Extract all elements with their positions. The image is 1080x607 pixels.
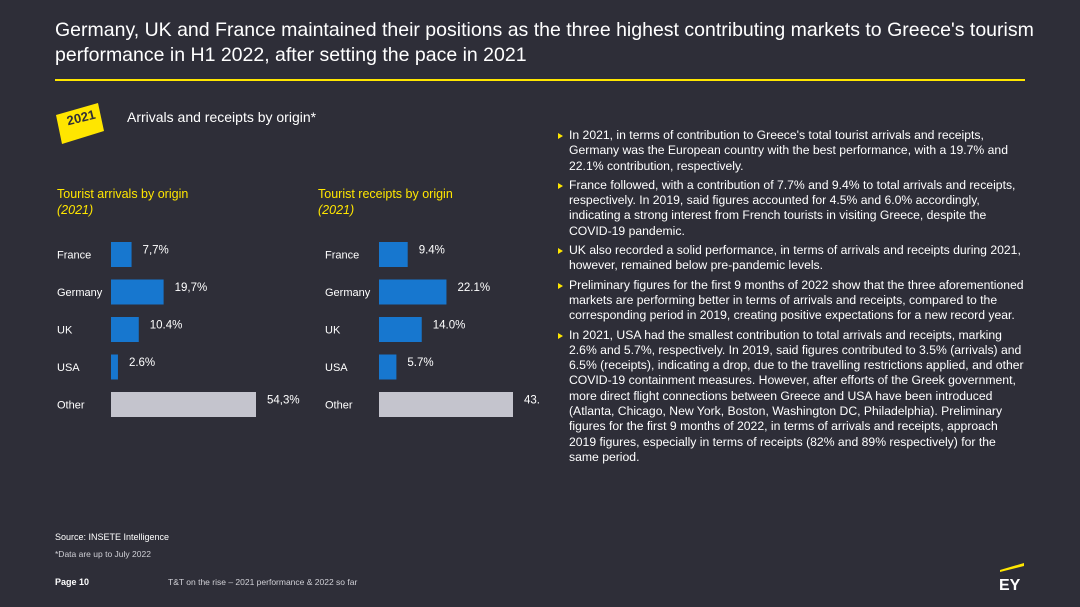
receipts-category-label: Germany bbox=[325, 287, 371, 299]
receipts-value-label: 5.7% bbox=[407, 357, 433, 369]
arrivals-chart-subtitle: (2021) bbox=[57, 203, 94, 217]
bullet-item: In 2021, USA had the smallest contributi… bbox=[558, 328, 1028, 466]
page-number: Page 10 bbox=[55, 577, 90, 587]
arrivals-chart-heading: Tourist arrivals by origin bbox=[57, 187, 189, 201]
arrivals-chart: France 7,7% Germany 19,7% UK 10.4% USA 2.6% Othe… bbox=[57, 242, 300, 417]
receipts-value-label: 14.0% bbox=[433, 320, 466, 332]
bullet-item: Preliminary figures for the first 9 mont… bbox=[558, 278, 1028, 324]
section-title: Arrivals and receipts by origin* bbox=[127, 109, 317, 125]
bullet-arrow-icon bbox=[558, 282, 563, 289]
arrivals-value-label: 54,3% bbox=[267, 395, 300, 407]
receipts-chart-heading: Tourist receipts by origin bbox=[318, 187, 453, 201]
receipts-chart: France 9.4% Germany 22.1% UK 14.0% USA 5.7% Othe… bbox=[325, 242, 540, 417]
page-title: Germany, UK and France maintained their … bbox=[55, 19, 1034, 66]
title-divider bbox=[55, 79, 1025, 81]
bullet-text: In 2021, in terms of contribution to Gre… bbox=[569, 128, 1008, 173]
bar-charts: France 7,7% Germany 19,7% UK 10.4% USA 2.6% Othe… bbox=[57, 242, 540, 417]
arrivals-category-label: Germany bbox=[57, 287, 103, 299]
source-note: Source: INSETE Intelligence bbox=[55, 532, 170, 542]
arrivals-category-label: UK bbox=[57, 325, 73, 337]
receipts-category-label: USA bbox=[325, 362, 348, 374]
arrivals-value-label: 7,7% bbox=[143, 245, 169, 257]
arrivals-category-label: France bbox=[57, 250, 91, 262]
receipts-bar bbox=[379, 279, 447, 305]
bullet-arrow-icon bbox=[558, 332, 563, 339]
receipts-category-label: Other bbox=[325, 400, 353, 412]
logo-text: EY bbox=[999, 577, 1021, 592]
arrivals-bar bbox=[111, 242, 132, 267]
footer-text: T&T on the rise – 2021 performance & 202… bbox=[168, 577, 358, 587]
receipts-bar bbox=[379, 392, 513, 417]
arrivals-bar bbox=[111, 354, 118, 380]
receipts-bar bbox=[379, 317, 422, 342]
receipts-value-label: 22.1% bbox=[457, 282, 490, 294]
receipts-category-label: UK bbox=[325, 325, 341, 337]
ey-logo-icon: EY bbox=[999, 563, 1024, 592]
arrivals-value-label: 10.4% bbox=[150, 320, 183, 332]
receipts-value-label: 9.4% bbox=[419, 245, 445, 257]
receipts-bar bbox=[379, 242, 408, 267]
arrivals-bar bbox=[111, 392, 256, 417]
bullet-text: France followed, with a contribution of … bbox=[569, 177, 1016, 238]
bullet-item: In 2021, in terms of contribution to Gre… bbox=[558, 128, 1028, 174]
receipts-chart-subtitle: (2021) bbox=[318, 203, 355, 217]
bullet-text: UK also recorded a solid performance, in… bbox=[569, 243, 1021, 273]
bullet-arrow-icon bbox=[558, 248, 563, 255]
arrivals-chart-title: Tourist arrivals by origin (2021) bbox=[57, 186, 188, 218]
arrivals-value-label: 19,7% bbox=[175, 282, 208, 294]
footnote: *Data are up to July 2022 bbox=[55, 549, 151, 559]
commentary-bullets: In 2021, in terms of contribution to Gre… bbox=[558, 128, 1028, 469]
year-flag-icon bbox=[56, 103, 104, 144]
receipts-bar bbox=[379, 354, 397, 380]
arrivals-bar bbox=[111, 279, 164, 305]
bullet-text: In 2021, USA had the smallest contributi… bbox=[569, 327, 1024, 464]
arrivals-value-label: 2.6% bbox=[129, 357, 155, 369]
receipts-category-label: France bbox=[325, 250, 359, 262]
bullet-arrow-icon bbox=[558, 133, 563, 139]
receipts-chart-title: Tourist receipts by origin (2021) bbox=[318, 186, 453, 218]
bullet-arrow-icon bbox=[558, 182, 563, 189]
bullet-item: UK also recorded a solid performance, in… bbox=[558, 243, 1028, 274]
arrivals-bar bbox=[111, 317, 139, 342]
bullet-text: Preliminary figures for the first 9 mont… bbox=[569, 277, 1024, 323]
arrivals-category-label: Other bbox=[57, 400, 85, 412]
receipts-value-label: 43.9% bbox=[524, 395, 540, 407]
arrivals-category-label: USA bbox=[57, 362, 80, 374]
bullet-item: France followed, with a contribution of … bbox=[558, 178, 1028, 239]
